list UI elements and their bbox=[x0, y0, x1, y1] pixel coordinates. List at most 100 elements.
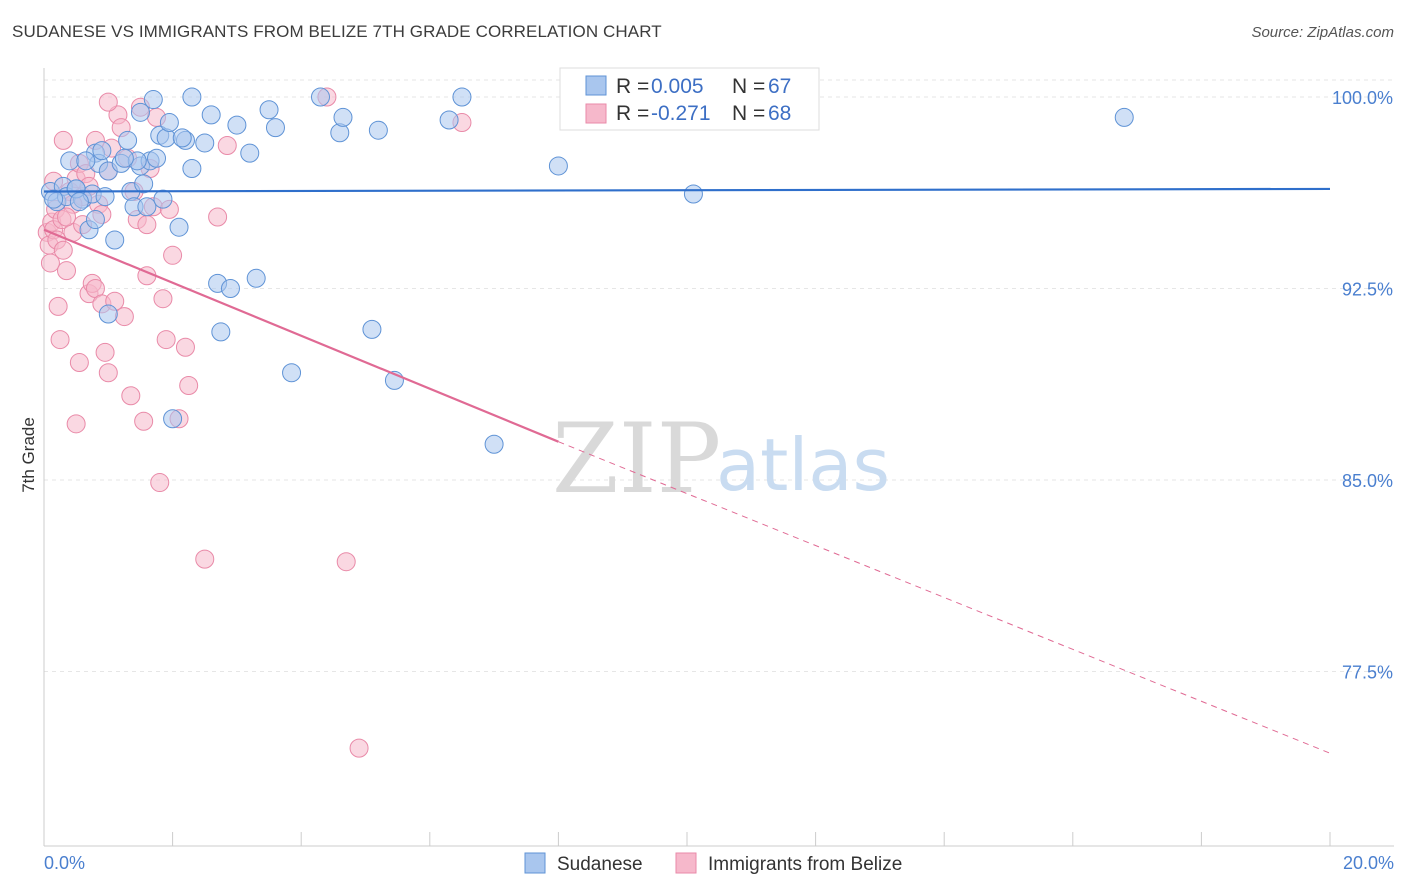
sudanese-point-32 bbox=[169, 217, 189, 237]
sudanese-point-47 bbox=[310, 87, 330, 107]
y-tick-label-1: 92.5% bbox=[1342, 280, 1393, 300]
sudanese-point-41 bbox=[227, 115, 247, 135]
sudanese-point-36 bbox=[195, 133, 215, 153]
belize-point-62 bbox=[53, 130, 73, 150]
bottom-legend-sudanese: Sudanese bbox=[557, 854, 643, 875]
sudanese-point-22 bbox=[134, 174, 154, 194]
belize-point-51 bbox=[163, 245, 183, 265]
y-tick-label-3: 77.5% bbox=[1342, 663, 1393, 683]
sudanese-point-58 bbox=[1114, 107, 1134, 127]
sudanese-point-35 bbox=[182, 158, 202, 178]
legend-n-value-1: 67 bbox=[768, 75, 791, 98]
belize-point-2 bbox=[40, 253, 60, 273]
belize-point-14 bbox=[66, 414, 86, 434]
sudanese-point-23 bbox=[137, 197, 157, 217]
x-tick-marks bbox=[43, 832, 1331, 846]
belize-point-54 bbox=[179, 376, 199, 396]
belize-point-59 bbox=[336, 552, 356, 572]
y-axis-label: 7th Grade bbox=[19, 417, 38, 493]
x-tick-label-max: 20.0% bbox=[1343, 853, 1394, 873]
bottom-legend-swatch-sudanese bbox=[524, 852, 546, 874]
sudanese-point-21 bbox=[130, 102, 150, 122]
belize-point-48 bbox=[153, 289, 173, 309]
belize-point-28 bbox=[95, 342, 115, 362]
belize-point-10 bbox=[53, 240, 73, 260]
sudanese-point-26 bbox=[147, 148, 167, 168]
sudanese-point-53 bbox=[439, 110, 459, 130]
sudanese-point-39 bbox=[211, 322, 231, 342]
legend-swatch-belize bbox=[585, 103, 607, 124]
belize-point-8 bbox=[50, 330, 70, 350]
legend-n-value-2: 68 bbox=[768, 102, 791, 125]
y-tick-label-2: 85.0% bbox=[1342, 471, 1393, 491]
belize-trend-line-extrapolated bbox=[558, 441, 1331, 754]
sudanese-point-4 bbox=[60, 151, 80, 171]
belize-point-37 bbox=[121, 386, 141, 406]
sudanese-point-62 bbox=[44, 189, 64, 209]
belize-point-11 bbox=[57, 261, 77, 281]
sudanese-point-15 bbox=[105, 230, 125, 250]
belize-point-60 bbox=[349, 738, 369, 758]
belize-point-49 bbox=[156, 330, 176, 350]
sudanese-point-30 bbox=[159, 113, 179, 133]
trend-lines bbox=[43, 187, 1331, 754]
belize-point-17 bbox=[69, 353, 89, 373]
legend-r-label-2: R = bbox=[616, 102, 649, 125]
y-tick-label-0: 100.0% bbox=[1332, 88, 1393, 108]
sudanese-point-63 bbox=[172, 128, 192, 148]
sudanese-trend-line bbox=[43, 187, 1331, 193]
belize-trend-line bbox=[43, 228, 559, 443]
sudanese-point-29 bbox=[156, 128, 176, 148]
sudanese-point-45 bbox=[265, 118, 285, 138]
sudanese-point-51 bbox=[368, 120, 388, 140]
sudanese-point-40 bbox=[220, 279, 240, 298]
watermark-zip: ZIP bbox=[552, 403, 721, 515]
sudanese-point-56 bbox=[548, 156, 568, 176]
sudanese-point-34 bbox=[182, 87, 202, 107]
bottom-legend-belize: Immigrants from Belize bbox=[708, 854, 902, 875]
sudanese-point-50 bbox=[362, 319, 382, 339]
sudanese-point-28 bbox=[153, 189, 173, 209]
legend-n-label-2: N = bbox=[732, 102, 765, 125]
watermark-atlas: atlas bbox=[716, 423, 890, 507]
source-label: Source: ZipAtlas.com bbox=[1251, 24, 1394, 41]
sudanese-point-25 bbox=[143, 90, 163, 110]
belize-point-41 bbox=[134, 411, 154, 431]
sudanese-point-55 bbox=[484, 434, 504, 454]
sudanese-point-17 bbox=[118, 130, 138, 150]
sudanese-point-66 bbox=[69, 192, 89, 212]
x-tick-label-min: 0.0% bbox=[44, 853, 85, 873]
sudanese-point-37 bbox=[201, 105, 221, 125]
stats-legend: R = 0.005 N = 67 R = -0.271 N = 68 bbox=[559, 67, 820, 131]
belize-point-29 bbox=[98, 363, 118, 383]
belize-point-35 bbox=[114, 307, 134, 327]
chart-title: SUDANESE VS IMMIGRANTS FROM BELIZE 7TH G… bbox=[12, 22, 662, 41]
y-tick-labels: 100.0% 92.5% 85.0% 77.5% bbox=[1332, 88, 1393, 683]
sudanese-point-44 bbox=[259, 100, 279, 120]
bottom-legend-swatch-belize bbox=[675, 852, 697, 874]
legend-r-value-1: 0.005 bbox=[651, 75, 704, 98]
belize-point-53 bbox=[175, 337, 195, 357]
sudanese-point-54 bbox=[452, 87, 472, 107]
belize-point-57 bbox=[217, 136, 237, 156]
sudanese-point-12 bbox=[92, 141, 112, 161]
sudanese-points bbox=[40, 87, 1134, 454]
sudanese-point-9 bbox=[85, 210, 105, 230]
legend-r-label-1: R = bbox=[616, 75, 649, 98]
belize-point-42 bbox=[137, 215, 157, 235]
belize-point-7 bbox=[48, 296, 68, 316]
gridlines bbox=[44, 79, 1394, 672]
sudanese-point-31 bbox=[163, 409, 183, 429]
series-legend: Sudanese Immigrants from Belize bbox=[524, 852, 902, 875]
sudanese-point-46 bbox=[282, 363, 302, 383]
legend-r-value-2: -0.271 bbox=[651, 102, 711, 125]
sudanese-point-65 bbox=[114, 148, 134, 168]
legend-n-label-1: N = bbox=[732, 75, 765, 98]
sudanese-point-48 bbox=[330, 123, 350, 143]
sudanese-point-64 bbox=[76, 151, 96, 171]
sudanese-point-42 bbox=[240, 143, 260, 163]
belize-point-56 bbox=[208, 207, 228, 227]
sudanese-point-13 bbox=[98, 304, 118, 324]
sudanese-point-49 bbox=[333, 107, 353, 127]
